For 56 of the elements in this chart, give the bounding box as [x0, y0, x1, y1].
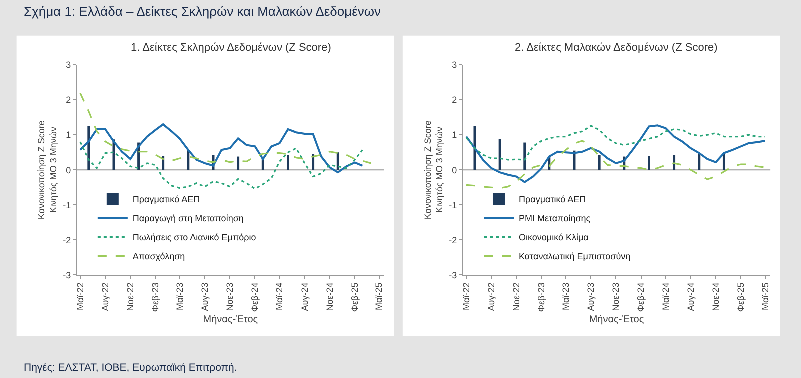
legend-label: Πραγματικό ΑΕΠ — [132, 194, 200, 205]
legend-label: Παραγωγή στη Μεταποίηση — [132, 214, 244, 224]
x-tick-label: Φεβ-24 — [250, 282, 260, 312]
legend-label: Πωλήσεις στο Λιανικό Εμπόριο — [132, 232, 256, 243]
x-tick-label: Νοε-22 — [512, 282, 522, 312]
x-tick-label: Φεβ-24 — [636, 282, 646, 312]
x-tick-label: Φεβ-25 — [350, 282, 360, 312]
legend-label: Καταναλωτική Εμπιστοσύνη — [519, 252, 631, 262]
x-tick-label: Φεβ-25 — [736, 282, 746, 312]
y-tick-label: 3 — [66, 60, 72, 70]
y-tick-label: 1 — [452, 130, 458, 140]
x-tick-label: Μαϊ-24 — [660, 282, 671, 311]
x-tick-label: Αυγ-22 — [100, 282, 110, 312]
legend-label: Οικονομικό Κλίμα — [519, 232, 589, 243]
x-tick-label: Νοε-23 — [225, 282, 236, 312]
x-tick-label: Μαϊ-25 — [374, 282, 384, 311]
x-tick-label: Αυγ-24 — [300, 282, 310, 312]
legend-label: Πραγματικό ΑΕΠ — [519, 194, 586, 205]
y-axis-title: Κανονικοποίηση Z Score Κινητός ΜΟ 3 Μηνών — [36, 120, 58, 220]
x-tick-label: Φεβ-23 — [150, 282, 161, 312]
y-axis-title: Κανονικοποίηση Z Score Κινητός ΜΟ 3 Μηνών — [422, 120, 445, 220]
text: Σχήμα 1: Ελλάδα – Δείκτες Σκληρών και Μαλακών Δεδομένων — [24, 4, 382, 19]
x-tick-label: Μαϊ-22 — [461, 282, 472, 311]
x-tick-label: Αυγ-23 — [586, 282, 596, 312]
x-tick-label: Φεβ-23 — [536, 282, 547, 312]
x-tick-label: Μαϊ-25 — [760, 282, 770, 311]
text: Πηγές: ΕΛΣΤΑΤ, ΙΟΒΕ, Ευρωπαϊκή Επιτροπή. — [24, 362, 238, 374]
y-tick-label: 2 — [452, 95, 458, 106]
y-tick-label: -2 — [63, 235, 72, 246]
legend-label: PMI Μεταποίησης — [519, 214, 592, 224]
y-tick-label: -2 — [449, 235, 458, 246]
x-tick-label: Μαϊ-23 — [174, 282, 185, 311]
x-tick-label: Νοε-24 — [710, 282, 721, 312]
x-axis-title: Μήνας-Έτος — [589, 314, 644, 326]
x-tick-label: Νοε-23 — [611, 282, 622, 312]
y-tick-label: 2 — [66, 95, 72, 106]
y-tick-label: 0 — [452, 165, 458, 176]
x-tick-label: Μαϊ-22 — [75, 282, 86, 311]
y-tick-label: 1 — [66, 130, 72, 140]
x-tick-label: Νοε-24 — [324, 282, 335, 312]
y-tick-label: -1 — [63, 200, 72, 210]
y-tick-label: -1 — [449, 200, 458, 210]
chart-title: 1. Δείκτες Σκληρών Δεδομένων (Z Score) — [131, 42, 332, 54]
y-tick-label: 3 — [452, 60, 458, 70]
x-tick-label: Μαϊ-23 — [560, 282, 571, 311]
x-tick-label: Αυγ-24 — [686, 282, 696, 312]
x-tick-label: Αυγ-22 — [486, 282, 497, 312]
x-axis-title: Μήνας-Έτος — [203, 314, 258, 326]
x-tick-label: Αυγ-23 — [200, 282, 210, 312]
x-tick-label: Νοε-22 — [126, 282, 136, 312]
y-tick-label: -3 — [449, 270, 458, 280]
x-tick-label: Μαϊ-24 — [274, 282, 285, 311]
y-tick-label: -3 — [63, 270, 72, 280]
legend-label: Απασχόληση — [132, 252, 186, 262]
chart-title: 2. Δείκτες Μαλακών Δεδομένων (Z Score) — [515, 42, 718, 54]
y-tick-label: 0 — [66, 165, 72, 176]
